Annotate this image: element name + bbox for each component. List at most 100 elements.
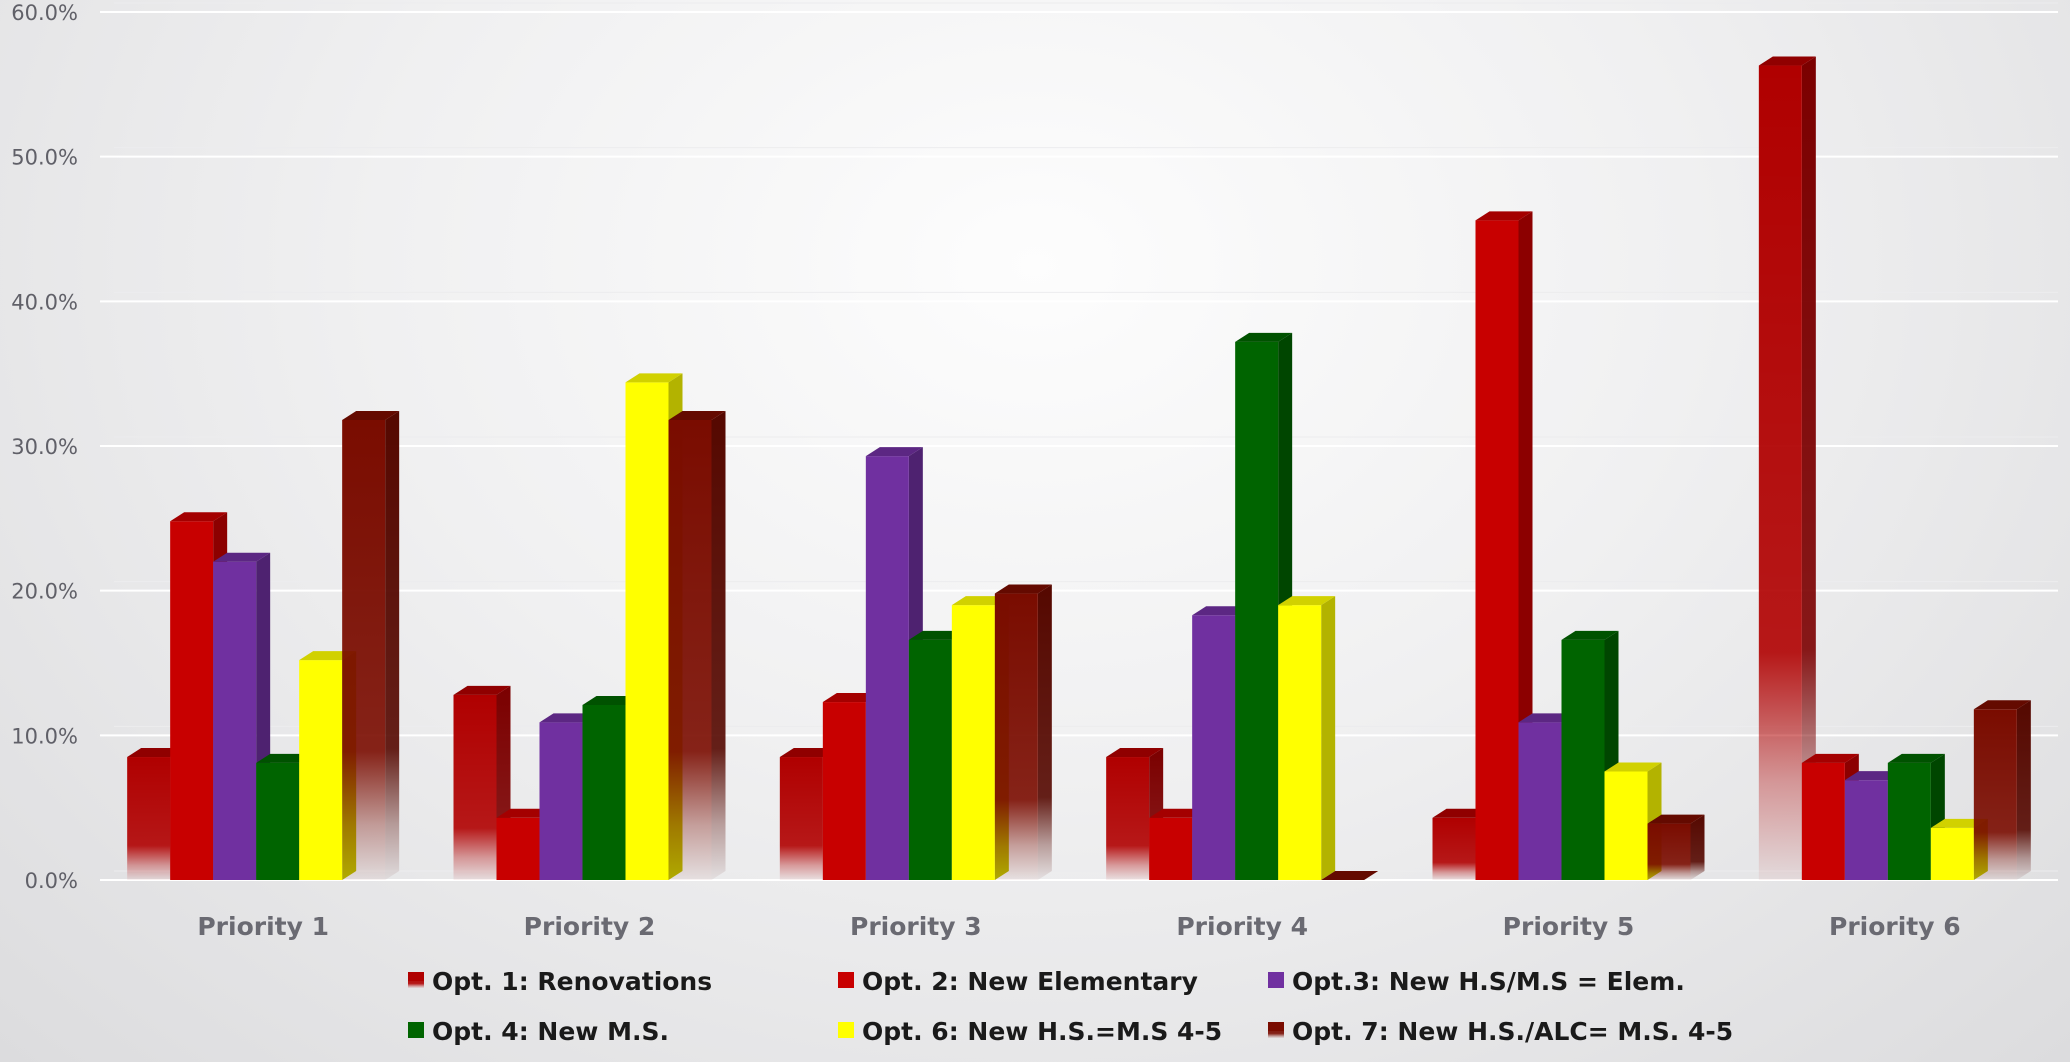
gridlines	[100, 2, 2058, 881]
bar-top	[1604, 762, 1662, 772]
bar-top	[1192, 606, 1250, 616]
bar-top	[1887, 753, 1945, 763]
bar-front	[1801, 762, 1845, 880]
bar-front	[453, 694, 497, 880]
bar-front	[1192, 615, 1236, 880]
bar-side	[2016, 700, 2031, 880]
bar	[1278, 596, 1336, 880]
bar-top	[1758, 56, 1816, 66]
bar	[1758, 56, 1816, 880]
bar-top	[994, 584, 1052, 594]
bar	[342, 410, 400, 880]
bar-top	[1475, 211, 1533, 221]
legend-swatch	[408, 1022, 424, 1038]
bar-top	[1432, 808, 1490, 818]
y-tick-label: 60.0%	[11, 1, 78, 25]
legend-label: Opt. 4: New M.S.	[432, 1017, 669, 1046]
bar	[668, 410, 726, 880]
bar-side	[1518, 211, 1533, 880]
bar-front	[865, 456, 909, 880]
bar-front	[625, 382, 669, 880]
bar-top	[1930, 818, 1988, 828]
bar-side	[385, 410, 400, 880]
bar-group-3	[779, 447, 1052, 880]
bar-front	[1106, 757, 1150, 880]
bar-front	[213, 561, 257, 880]
bar-front	[994, 593, 1038, 880]
bar-top	[865, 447, 923, 457]
bar-top	[951, 596, 1009, 606]
bar	[1321, 871, 1379, 880]
y-tick-label: 20.0%	[11, 580, 78, 604]
x-category-label: Priority 5	[1503, 912, 1635, 941]
legend-swatch	[838, 1022, 854, 1038]
bar-front	[1561, 639, 1605, 880]
bar-top	[1518, 713, 1576, 723]
bar-top	[1235, 332, 1293, 342]
bar-front	[1235, 341, 1279, 881]
legend-label: Opt. 7: New H.S./ALC= M.S. 4-5	[1292, 1017, 1733, 1046]
bar-top	[1321, 871, 1379, 880]
bar-front	[668, 419, 712, 880]
bar-front	[1930, 827, 1974, 880]
legend-item: Opt.3: New H.S/M.S = Elem.	[1268, 967, 1685, 996]
x-category-label: Priority 2	[524, 912, 656, 941]
bar-top	[539, 713, 597, 723]
bar-top	[170, 512, 228, 522]
x-category-label: Priority 3	[850, 912, 982, 941]
legend-swatch-top	[408, 972, 424, 981]
bar-top	[1149, 808, 1207, 818]
bar-front	[1518, 722, 1562, 880]
bar-front	[1604, 771, 1648, 880]
bar-top	[342, 410, 400, 420]
bars	[127, 56, 2031, 881]
bar-front	[908, 639, 952, 880]
bar-front	[342, 419, 386, 880]
y-tick-label: 40.0%	[11, 290, 78, 314]
x-category-label: Priority 6	[1829, 912, 1961, 941]
y-tick-label: 50.0%	[11, 146, 78, 170]
bar-front	[256, 762, 300, 880]
y-axis-ticks: 0.0% 10.0% 20.0% 30.0% 40.0% 50.0% 60.0%	[11, 1, 78, 893]
legend-item: Opt. 6: New H.S.=M.S 4-5	[838, 1017, 1222, 1046]
bar-front	[170, 521, 214, 880]
bar-side	[711, 410, 726, 880]
y-tick-label: 10.0%	[11, 724, 78, 748]
bar-top	[1801, 753, 1859, 763]
bar	[1973, 700, 2031, 880]
bar-side	[1801, 56, 1816, 880]
x-category-label: Priority 1	[197, 912, 329, 941]
legend-swatch	[1268, 972, 1284, 988]
bar-group-4	[1106, 332, 1379, 881]
bar-group-6	[1758, 56, 2031, 880]
bar	[1475, 211, 1533, 880]
bar-group-5	[1432, 211, 1705, 880]
bar-top	[496, 808, 554, 818]
bar-top	[127, 748, 185, 758]
bar-group-1	[127, 410, 400, 880]
bar	[1647, 814, 1705, 880]
legend-label: Opt.3: New H.S/M.S = Elem.	[1292, 967, 1685, 996]
bar-top	[908, 630, 966, 640]
bar-front	[496, 817, 540, 880]
legend-item: Opt. 1: Renovations	[408, 967, 712, 996]
bar-front	[1887, 762, 1931, 880]
bar-front	[582, 704, 626, 880]
bar-top	[625, 373, 683, 383]
bar-front	[822, 702, 866, 880]
bar-top	[1844, 771, 1902, 781]
x-category-label: Priority 4	[1176, 912, 1308, 941]
bar	[994, 584, 1052, 880]
bar-front	[1647, 823, 1691, 880]
legend-item: Opt. 7: New H.S./ALC= M.S. 4-5	[1268, 1017, 1733, 1046]
bar-side	[1321, 596, 1336, 880]
bar-top	[299, 651, 357, 661]
bar	[1887, 753, 1945, 880]
bar-top	[213, 552, 271, 562]
x-axis-categories: Priority 1 Priority 2 Priority 3 Priority 4…	[197, 912, 1960, 941]
legend-label: Opt. 1: Renovations	[432, 967, 712, 996]
bar-top	[822, 693, 880, 703]
bar-top	[453, 685, 511, 695]
